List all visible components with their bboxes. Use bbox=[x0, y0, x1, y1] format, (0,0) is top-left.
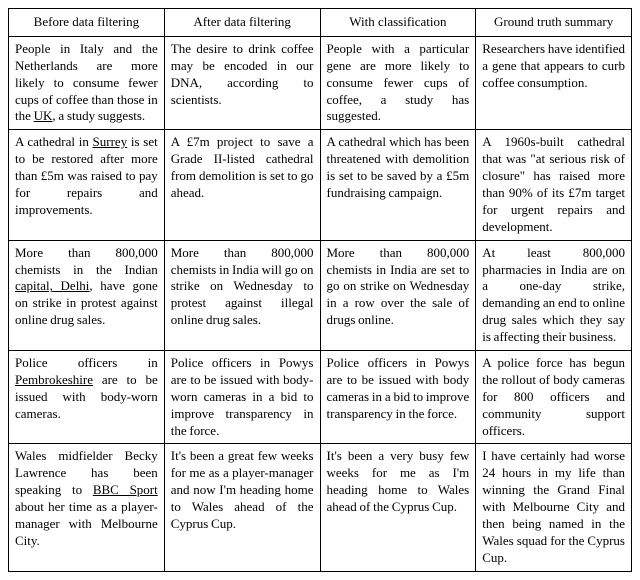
cell-classification: A cathedral which has been threatened wi… bbox=[320, 130, 476, 240]
text-segment: More than 800,000 chemists in the Indian bbox=[15, 245, 158, 277]
header-row: Before data filtering After data filteri… bbox=[9, 9, 632, 37]
cell-before: Wales midfielder Becky Lawrence has been… bbox=[9, 444, 165, 571]
underlined-entity: capital, Delhi bbox=[15, 278, 89, 293]
cell-classification: It's been a very busy few weeks for me a… bbox=[320, 444, 476, 571]
cell-groundtruth: A police force has begun the rollout of … bbox=[476, 351, 632, 444]
cell-after: More than 800,000 chemists in India will… bbox=[164, 240, 320, 350]
col-header-after: After data filtering bbox=[164, 9, 320, 37]
underlined-entity: Surrey bbox=[93, 134, 128, 149]
text-segment: A cathedral in bbox=[15, 134, 93, 149]
col-header-before: Before data filtering bbox=[9, 9, 165, 37]
table-row: More than 800,000 chemists in the Indian… bbox=[9, 240, 632, 350]
cell-groundtruth: A 1960s-built cathedral that was "at ser… bbox=[476, 130, 632, 240]
comparison-table: Before data filtering After data filteri… bbox=[8, 8, 632, 572]
cell-after: Police officers in Powys are to be issue… bbox=[164, 351, 320, 444]
cell-after: A £7m project to save a Grade II-listed … bbox=[164, 130, 320, 240]
cell-classification: More than 800,000 chemists in India are … bbox=[320, 240, 476, 350]
table-row: Wales midfielder Becky Lawrence has been… bbox=[9, 444, 632, 571]
text-segment: Police officers in bbox=[15, 355, 158, 370]
cell-groundtruth: I have certainly had worse 24 hours in m… bbox=[476, 444, 632, 571]
cell-after: It's been a great few weeks for me as a … bbox=[164, 444, 320, 571]
col-header-groundtruth: Ground truth summary bbox=[476, 9, 632, 37]
text-segment: , a study suggests. bbox=[52, 108, 145, 123]
cell-groundtruth: At least 800,000 pharmacies in India are… bbox=[476, 240, 632, 350]
cell-groundtruth: Researchers have identified a gene that … bbox=[476, 36, 632, 129]
cell-before: People in Italy and the Netherlands are … bbox=[9, 36, 165, 129]
col-header-classification: With classification bbox=[320, 9, 476, 37]
table-row: A cathedral in Surrey is set to be resto… bbox=[9, 130, 632, 240]
cell-classification: People with a particular gene are more l… bbox=[320, 36, 476, 129]
cell-after: The desire to drink coffee may be encode… bbox=[164, 36, 320, 129]
cell-classification: Police officers in Powys are to be issue… bbox=[320, 351, 476, 444]
underlined-entity: UK bbox=[34, 108, 53, 123]
underlined-entity: BBC Sport bbox=[93, 482, 158, 497]
cell-before: A cathedral in Surrey is set to be resto… bbox=[9, 130, 165, 240]
table-row: Police officers in Pembrokeshire are to … bbox=[9, 351, 632, 444]
cell-before: More than 800,000 chemists in the Indian… bbox=[9, 240, 165, 350]
cell-before: Police officers in Pembrokeshire are to … bbox=[9, 351, 165, 444]
underlined-entity: Pembrokeshire bbox=[15, 372, 93, 387]
table-row: People in Italy and the Netherlands are … bbox=[9, 36, 632, 129]
